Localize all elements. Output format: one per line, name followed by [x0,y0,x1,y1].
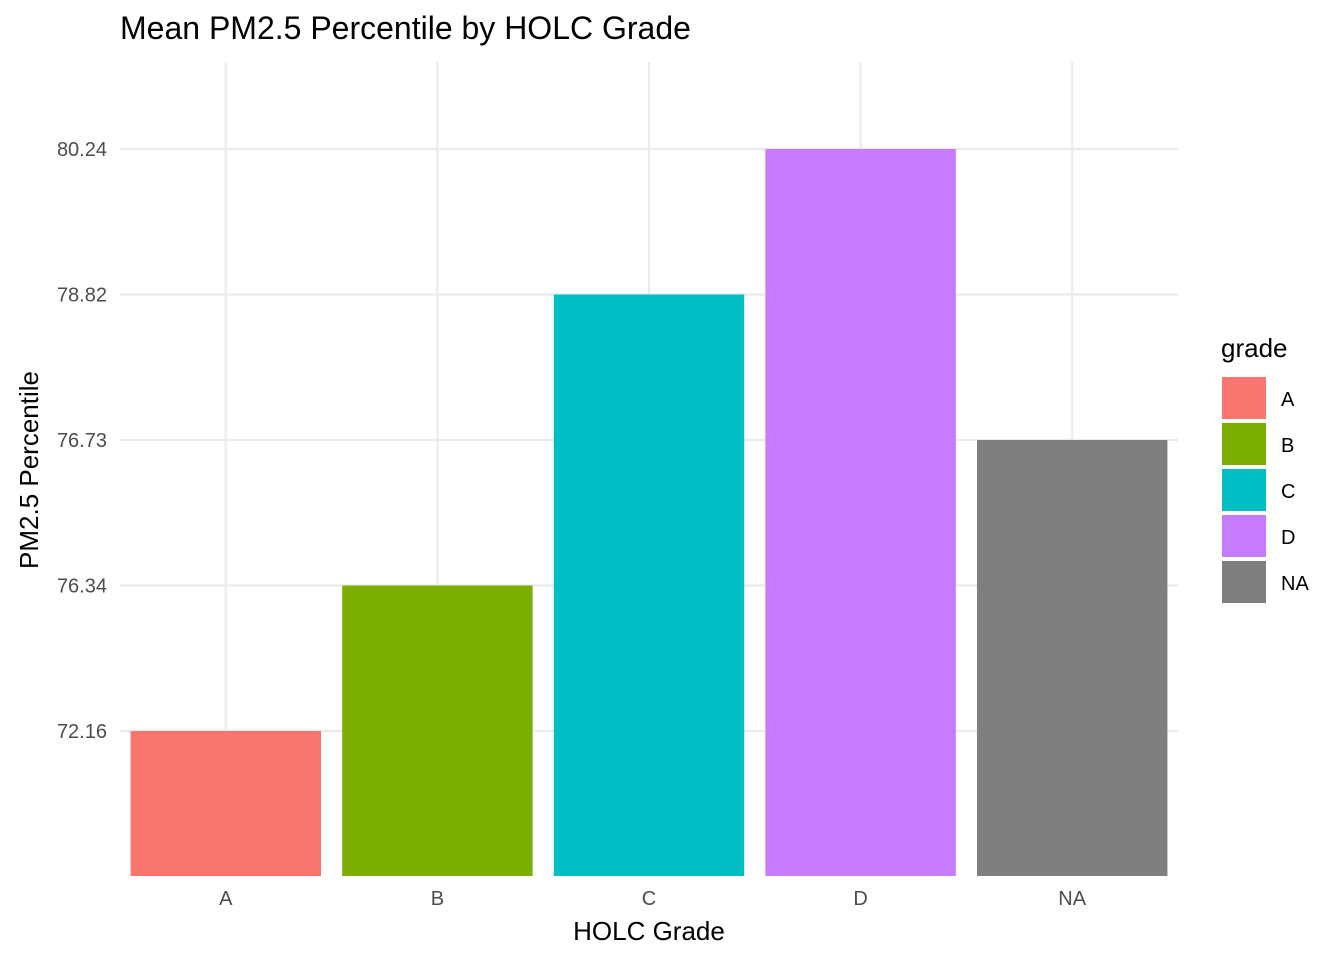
bar-na [976,440,1168,876]
legend-label: B [1281,435,1294,457]
legend-key-na [1222,561,1266,603]
legend-items: A B C D NA [1222,377,1309,603]
legend: grade A B C D NA [1221,333,1309,603]
bar-d [765,149,956,876]
y-axis-tick-labels: 72.16 76.34 76.73 78.82 80.24 [57,139,107,743]
x-axis-title: HOLC Grade [573,916,725,946]
x-tick-label: NA [1058,888,1086,910]
bar-a [130,731,322,876]
legend-key-c [1222,469,1266,511]
x-tick-label: A [219,888,233,910]
x-tick-label: D [853,888,867,910]
legend-label: C [1281,481,1295,503]
legend-label: A [1281,389,1295,411]
legend-key-a [1222,377,1266,419]
y-tick-label: 80.24 [57,139,107,161]
bar-b [342,585,533,876]
legend-key-d [1222,515,1266,557]
legend-label: NA [1281,573,1309,595]
bar-c [553,294,745,876]
x-axis-tick-labels: A B C D NA [219,888,1087,910]
x-tick-label: B [431,888,444,910]
y-axis-title: PM2.5 Percentile [14,371,44,569]
y-tick-label: 76.73 [57,430,107,452]
legend-title: grade [1221,333,1288,363]
y-tick-label: 78.82 [57,285,107,307]
x-tick-label: C [642,888,656,910]
legend-label: D [1281,527,1295,549]
chart-title: Mean PM2.5 Percentile by HOLC Grade [120,10,691,46]
legend-key-b [1222,423,1266,465]
y-tick-label: 72.16 [57,721,107,743]
bars [130,149,1168,876]
y-tick-label: 76.34 [57,576,107,598]
